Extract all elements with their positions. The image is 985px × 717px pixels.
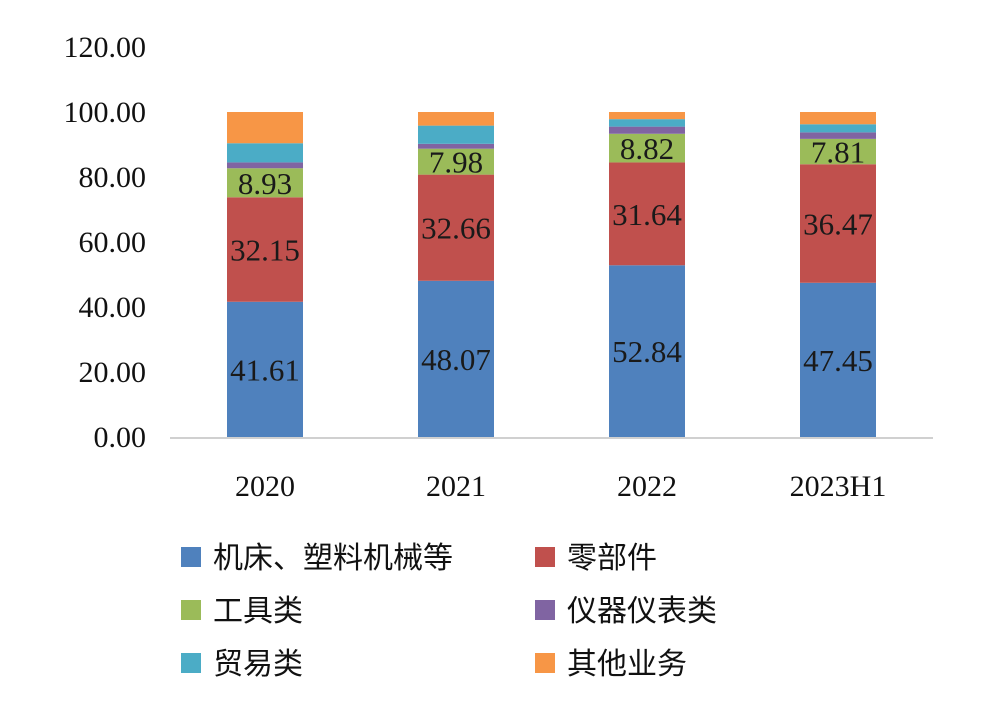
bar-segment (227, 197, 303, 302)
legend-label: 贸易类 (213, 647, 303, 682)
bar-stacks: 41.61 32.15 8.93 48.07 32.66 7.98 52.84 31.64 8.… (227, 112, 876, 437)
bar-segment (609, 126, 685, 134)
x-tick-label: 2022 (617, 470, 677, 503)
bar-segment (227, 301, 303, 437)
x-tick-label: 2020 (235, 470, 295, 503)
y-tick-label: 120.00 (64, 31, 147, 64)
data-label: 8.82 (620, 131, 674, 166)
legend-swatch (535, 547, 555, 567)
y-tick-label: 40.00 (79, 291, 147, 324)
bar-segment (418, 148, 494, 175)
bar-segment (609, 119, 685, 127)
bar-segment (800, 164, 876, 283)
data-label: 32.15 (230, 233, 300, 268)
x-tick-label: 2021 (426, 470, 486, 503)
y-tick-label: 0.00 (94, 421, 147, 454)
bar-segment (609, 265, 685, 437)
bar-segment (418, 112, 494, 126)
legend-swatch (181, 653, 201, 673)
bar-segment (418, 143, 494, 149)
data-label: 52.84 (612, 334, 682, 369)
data-label: 7.81 (811, 135, 865, 170)
data-label: 8.93 (238, 166, 292, 201)
legend-label: 零部件 (567, 541, 657, 576)
data-label: 48.07 (421, 342, 491, 377)
data-label: 32.66 (421, 211, 491, 246)
legend-label: 工具类 (213, 594, 303, 629)
data-label: 41.61 (230, 352, 300, 387)
data-label: 31.64 (612, 197, 682, 232)
bar-segment (800, 282, 876, 437)
bar-segment (609, 133, 685, 163)
y-axis-ticks: 0.00 20.00 40.00 60.00 80.00 100.00 120.00 (64, 31, 147, 454)
legend-label: 仪器仪表类 (567, 594, 717, 629)
y-tick-label: 60.00 (79, 226, 147, 259)
bar-segment (418, 125, 494, 144)
y-tick-label: 100.00 (64, 96, 147, 129)
legend-label: 机床、塑料机械等 (213, 541, 453, 576)
bar-segment (227, 112, 303, 144)
bar-segment (227, 143, 303, 163)
bar-segment (418, 280, 494, 437)
data-label: 7.98 (429, 145, 483, 180)
bar-segment (227, 162, 303, 169)
bar-segment (227, 168, 303, 198)
legend-swatch (181, 547, 201, 567)
legend-swatch (535, 600, 555, 620)
bar-segment (800, 138, 876, 165)
data-label: 47.45 (803, 343, 873, 378)
bar-segment (800, 124, 876, 133)
bar-segment (800, 132, 876, 139)
x-tick-label: 2023H1 (790, 470, 887, 503)
y-tick-label: 20.00 (79, 356, 147, 389)
bar-segment (609, 162, 685, 266)
x-axis-ticks: 2020 2021 2022 2023H1 (235, 470, 886, 503)
data-label: 36.47 (803, 207, 873, 242)
legend-swatch (535, 653, 555, 673)
y-tick-label: 80.00 (79, 161, 147, 194)
legend-label: 其他业务 (567, 647, 687, 682)
bar-segment (418, 174, 494, 281)
bar-segment (609, 112, 685, 120)
bar-segment (800, 112, 876, 125)
legend-swatch (181, 600, 201, 620)
